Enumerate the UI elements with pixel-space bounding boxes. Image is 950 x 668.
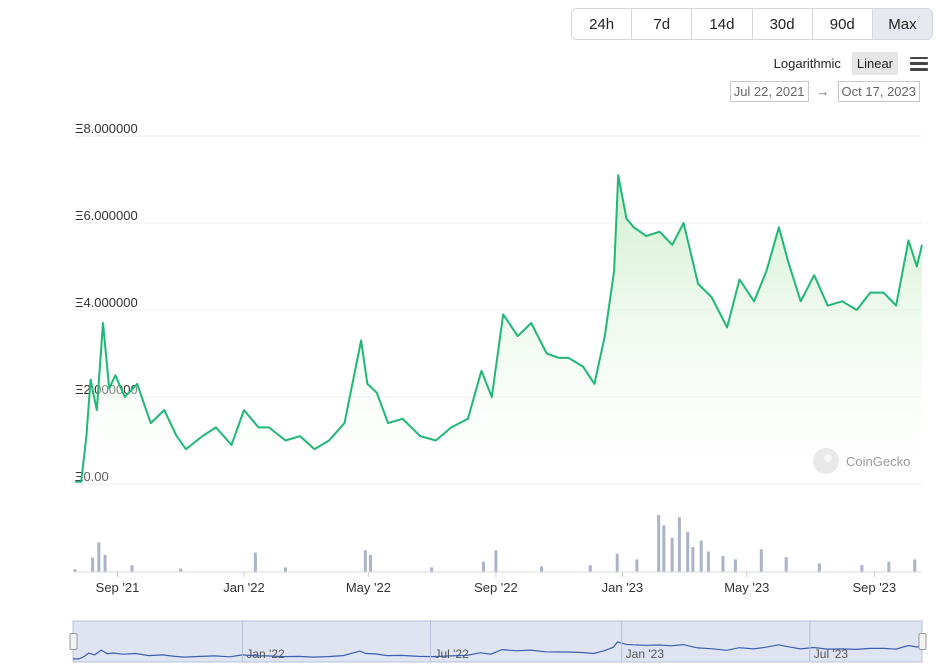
volume-bar [253,552,257,572]
navigator-left-handle[interactable] [69,633,78,650]
volume-bar [670,537,674,572]
range-navigator[interactable]: Jan '22 Jul '22 Jan '23 Jul '23 [69,620,927,663]
x-tick-label: Jan '22 [223,580,265,595]
linear-scale-button[interactable]: Linear [851,52,898,75]
range-button-max[interactable]: Max [872,9,932,39]
range-button-7d[interactable]: 7d [632,9,693,39]
volume-bar [677,517,681,572]
volume-bar [706,551,710,572]
volume-bar [657,515,661,572]
watermark-text: CoinGecko [846,454,910,469]
navigator-label: Jul '23 [814,647,849,661]
navigator-label: Jan '23 [626,647,665,661]
volume-bar [481,561,485,572]
volume-bar [73,569,77,572]
volume-bar [91,557,95,572]
logarithmic-scale-button[interactable]: Logarithmic [773,56,841,71]
range-button-24h[interactable]: 24h [572,9,633,39]
y-tick-label: Ξ8.000000 [75,121,138,136]
volume-bar [784,557,788,572]
start-date-input[interactable]: Jul 22, 2021 [729,81,809,102]
range-button-14d[interactable]: 14d [692,9,753,39]
volume-bar [662,525,666,572]
y-tick-label: Ξ2.000000 [75,382,138,397]
navigator-line [73,641,923,660]
volume-bar [97,542,101,572]
y-tick-label: Ξ0.00 [75,469,109,484]
x-tick-label: May '22 [346,580,391,595]
x-tick-label: Sep '21 [96,580,140,595]
time-range-selector: 24h 7d 14d 30d 90d Max [571,8,933,40]
gecko-logo-icon [813,448,839,474]
volume-bar [363,550,367,572]
navigator-label: Jul '22 [434,647,469,661]
arrow-right-icon: → [816,84,830,99]
navigator-right-handle[interactable] [918,633,927,650]
price-area [75,175,922,484]
y-tick-label: Ξ6.000000 [75,208,138,223]
volume-bar [817,563,821,572]
volume-bar [721,556,725,572]
volume-bar [540,566,544,572]
navigator-label: Jan '22 [246,647,285,661]
volume-bar [686,532,690,572]
y-tick-label: Ξ4.000000 [75,295,138,310]
range-button-90d[interactable]: 90d [813,9,873,39]
volume-bar [368,554,372,572]
end-date-input[interactable]: Oct 17, 2023 [837,81,920,102]
price-line [75,174,923,483]
volume-bar [283,567,287,572]
x-tick-label: Sep '23 [852,580,896,595]
volume-bar [615,553,619,572]
volume-bar [733,559,737,572]
volume-bar [430,567,434,572]
volume-bar [494,550,498,572]
volume-bar [691,546,695,572]
volume-bar [179,568,183,572]
volume-bar [759,549,763,572]
x-tick-label: Sep '22 [474,580,518,595]
hamburger-menu-icon[interactable] [910,56,928,71]
coingecko-watermark: CoinGecko [813,448,910,474]
date-range-inputs: Jul 22, 2021 → Oct 17, 2023 [729,81,920,102]
volume-bar [699,540,703,572]
x-tick-label: May '23 [724,580,769,595]
volume-bar [103,554,107,572]
volume-bars [73,515,922,573]
x-tick-label: Jan '23 [602,580,644,595]
volume-bar [913,559,917,572]
volume-bar [130,565,134,572]
range-button-30d[interactable]: 30d [753,9,813,39]
volume-bar [588,565,592,572]
scale-toggle: Logarithmic Linear [769,52,928,75]
volume-bar [887,561,891,572]
navigator-window[interactable] [72,620,923,663]
volume-bar [635,559,639,572]
volume-bar [860,565,864,572]
